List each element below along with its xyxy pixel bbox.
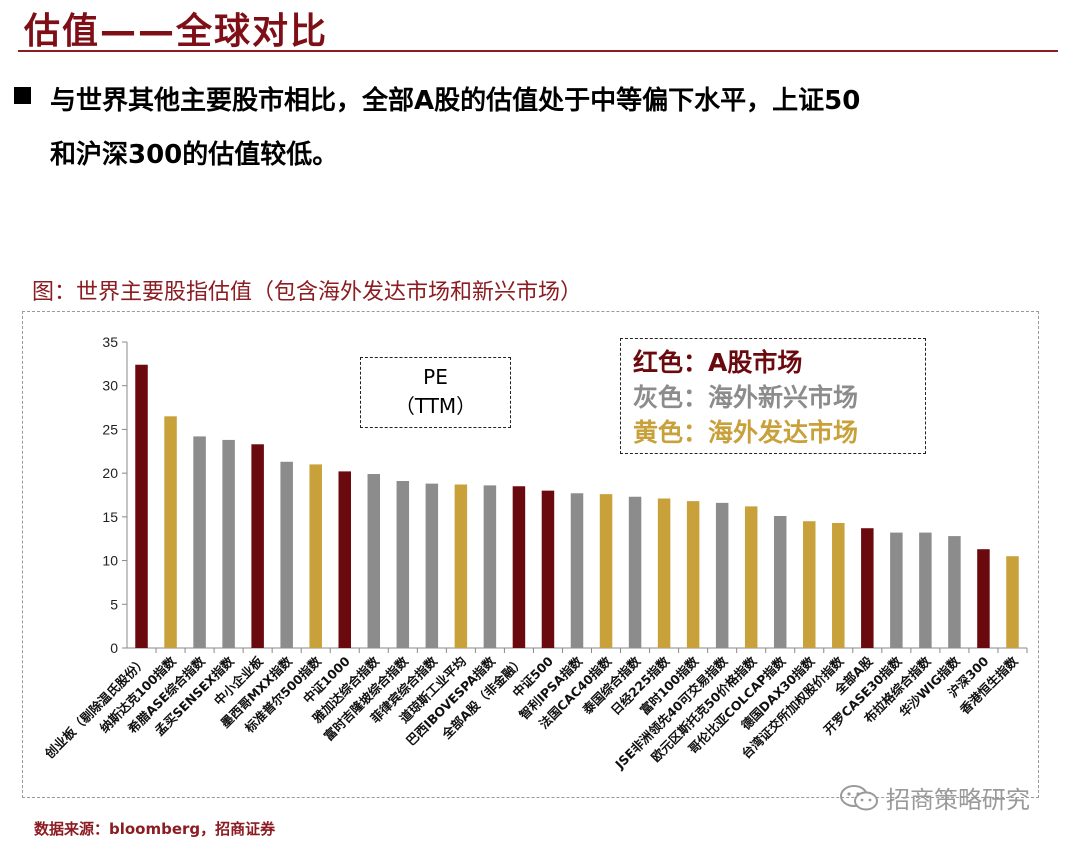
bar [483, 485, 497, 648]
bar [861, 528, 874, 648]
bullet-line-1: 与世界其他主要股市相比，全部A股的估值处于中等偏下水平，上证50 [50, 86, 861, 116]
bar [686, 501, 700, 648]
bar [832, 522, 845, 648]
bar [135, 364, 148, 648]
bar [657, 498, 671, 648]
bar [977, 549, 990, 648]
bullet-square-icon [14, 87, 31, 104]
bar [948, 536, 961, 648]
bar [628, 496, 642, 648]
bar [773, 515, 787, 648]
y-tick-label: 25 [102, 421, 118, 437]
legend-item-emerging: 灰色：海外新兴市场 [633, 383, 859, 412]
bar [803, 521, 816, 648]
y-tick-label: 10 [102, 553, 118, 569]
chart-frame [22, 311, 1039, 798]
bar [338, 471, 351, 648]
y-tick-label: 5 [110, 596, 118, 612]
wechat-icon [840, 784, 878, 810]
bullet-paragraph: 与世界其他主要股市相比，全部A股的估值处于中等偏下水平，上证50 和沪深300的… [50, 74, 1060, 182]
bar [396, 481, 410, 648]
y-tick-label: 35 [102, 334, 118, 350]
bar [164, 416, 177, 648]
y-tick-label: 15 [102, 509, 118, 525]
bar [425, 483, 439, 648]
bar [1006, 556, 1019, 648]
watermark-text: 招商策略研究 [886, 786, 1030, 814]
bar [309, 464, 322, 648]
data-source: 数据来源：bloomberg，招商证券 [34, 820, 276, 838]
legend-item-a-share: 红色：A股市场 [633, 348, 803, 377]
bar [251, 444, 264, 648]
legend-item-developed: 黄色：海外发达市场 [633, 418, 859, 447]
y-tick-label: 20 [102, 465, 118, 481]
bar [280, 461, 293, 648]
legend-box: 红色：A股市场 灰色：海外新兴市场 黄色：海外发达市场 [620, 338, 926, 454]
bar [919, 532, 932, 648]
bar [454, 484, 468, 648]
bar [541, 490, 555, 648]
title-divider [18, 50, 1058, 52]
bar [512, 486, 526, 648]
bar [193, 436, 206, 648]
bar [222, 439, 235, 648]
watermark: 招商策略研究 [838, 780, 1030, 815]
page-title: 估值——全球对比 [24, 11, 329, 52]
bar [570, 493, 584, 648]
pe-annotation-box: PE （TTM） [360, 357, 511, 428]
bar [744, 506, 758, 648]
bar [367, 474, 381, 648]
bullet-line-2: 和沪深300的估值较低。 [50, 140, 339, 170]
y-tick-label: 30 [102, 378, 118, 394]
ttm-label: （TTM） [394, 394, 477, 418]
bar [599, 494, 613, 648]
figure-caption: 图：世界主要股指估值（包含海外发达市场和新兴市场） [32, 280, 583, 305]
bar [715, 502, 729, 648]
bar [890, 532, 903, 648]
y-tick-label: 0 [110, 640, 118, 656]
pe-label: PE [423, 365, 448, 389]
